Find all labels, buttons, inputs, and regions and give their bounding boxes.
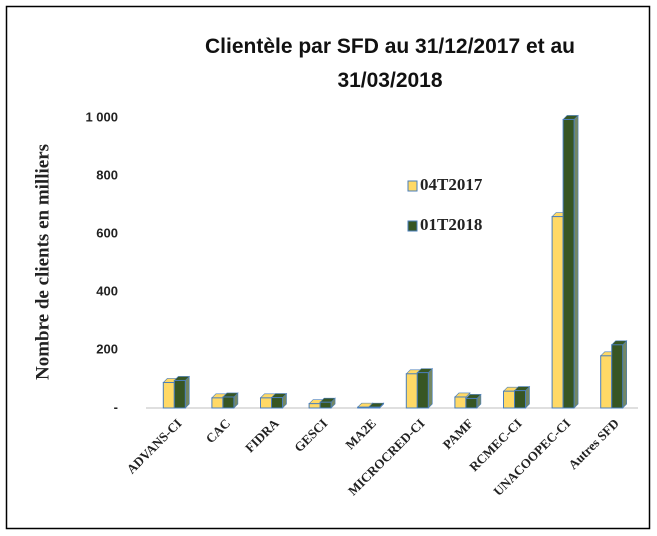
border bbox=[5, 5, 651, 530]
bar-face bbox=[600, 355, 613, 409]
x-tick-label: PAMF bbox=[440, 416, 477, 453]
y-tick-label: - bbox=[114, 399, 118, 414]
x-tick-label: CAC bbox=[203, 416, 234, 447]
bar-face bbox=[271, 397, 283, 409]
y-tick-label: 200 bbox=[96, 341, 118, 356]
y-tick-label: 600 bbox=[96, 225, 118, 240]
y-tick-label: 400 bbox=[96, 283, 118, 298]
bar-face bbox=[173, 379, 186, 409]
bar bbox=[319, 397, 336, 409]
bar-face bbox=[368, 406, 381, 409]
bar bbox=[562, 114, 579, 409]
y-tick-label: 800 bbox=[96, 167, 118, 182]
bar-face bbox=[222, 396, 235, 409]
y-axis-label: Nombre de clients en milliers bbox=[32, 144, 53, 380]
bar-face bbox=[427, 367, 433, 409]
x-tick-label: GESCI bbox=[291, 416, 330, 455]
bar-face bbox=[162, 381, 175, 409]
bar-face bbox=[454, 396, 467, 409]
bar-face bbox=[308, 403, 321, 409]
legend-label: 04T2017 bbox=[420, 175, 483, 194]
bar bbox=[465, 393, 482, 409]
x-tick-label: ADVANS-CI bbox=[124, 416, 185, 477]
bar-face bbox=[562, 118, 575, 409]
bar-face bbox=[416, 372, 429, 409]
x-tick-label: MA2E bbox=[342, 416, 379, 453]
legend-swatch bbox=[407, 220, 418, 232]
x-tick-label: Autres SFD bbox=[565, 416, 622, 473]
bar-face bbox=[185, 375, 190, 409]
x-tick-label: FIDRA bbox=[242, 415, 282, 455]
bar bbox=[270, 392, 288, 409]
bar-face bbox=[573, 114, 579, 409]
bar bbox=[173, 375, 191, 409]
bar-face bbox=[260, 397, 272, 409]
bar-face bbox=[211, 397, 224, 409]
bar-face bbox=[551, 216, 564, 409]
bar-face bbox=[503, 390, 515, 409]
bar-face bbox=[319, 401, 332, 409]
bar-face bbox=[611, 344, 624, 409]
bar bbox=[416, 367, 434, 409]
legend-label: 01T2018 bbox=[420, 215, 482, 234]
bar-face bbox=[357, 406, 370, 409]
bar bbox=[222, 392, 239, 409]
chart-title: Clientèle par SFD au 31/12/2017 et au 31… bbox=[204, 35, 575, 92]
bar-face bbox=[622, 340, 628, 409]
y-tick-label: 1 000 bbox=[85, 109, 118, 124]
bar bbox=[610, 340, 628, 409]
bar bbox=[367, 402, 385, 409]
legend-swatch bbox=[407, 180, 418, 192]
bar-face bbox=[514, 390, 526, 409]
bar-face bbox=[465, 397, 478, 409]
bar bbox=[513, 385, 531, 409]
bar-face bbox=[405, 373, 418, 409]
